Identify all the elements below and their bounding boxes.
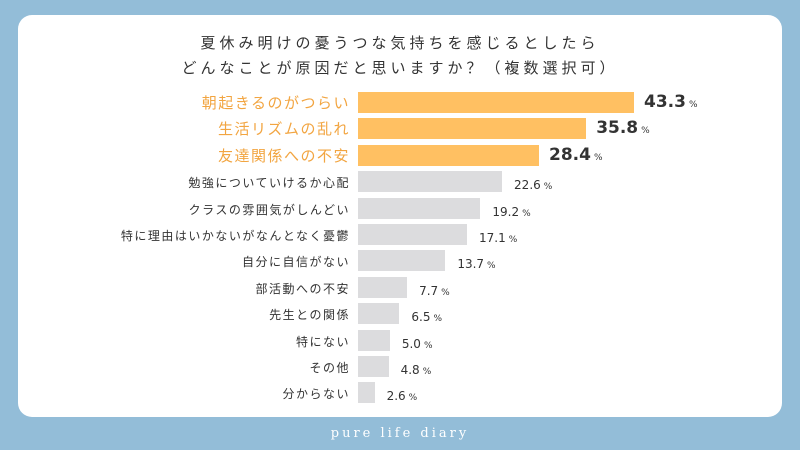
bar [358, 356, 389, 377]
value-number: 19.2 [492, 204, 520, 219]
category-label: クラスの雰囲気がしんどい [188, 202, 350, 217]
value-number: 28.4 [549, 144, 591, 165]
value-label: 5.0% [402, 333, 433, 352]
value-number: 5.0 [401, 336, 421, 351]
chart-title-line-1: 夏休み明けの憂うつな気持ちを感じるとしたら [200, 34, 600, 52]
value-label: 35.8% [596, 118, 650, 138]
value-number: 6.5 [411, 310, 431, 325]
footer-brand: pure life diary [330, 426, 470, 441]
value-unit: % [593, 152, 603, 163]
category-label: 生活リズムの乱れ [217, 120, 350, 139]
category-label: 特に理由はいかないがなんとなく憂鬱 [120, 229, 350, 243]
value-label: 43.3% [644, 92, 698, 112]
value-unit: % [422, 367, 432, 377]
category-label: 友達関係への不安 [217, 146, 350, 165]
bar [358, 329, 390, 351]
value-label: 13.7% [457, 253, 495, 272]
value-label: 2.6% [387, 385, 418, 404]
bar [358, 144, 540, 166]
category-label: 自分に自信がない [241, 255, 350, 270]
value-label: 19.2% [492, 201, 530, 220]
value-label: 4.8% [401, 359, 432, 378]
value-unit: % [487, 261, 496, 272]
value-unit: % [641, 126, 650, 137]
value-unit: % [522, 208, 531, 219]
bar [358, 250, 446, 272]
bar [358, 118, 587, 140]
value-unit: % [423, 340, 433, 351]
bar [358, 276, 408, 298]
bar [358, 303, 400, 325]
value-unit: % [688, 100, 698, 110]
value-label: 6.5% [411, 306, 442, 325]
value-number: 43.3 [644, 92, 686, 112]
category-label: 先生との関係 [269, 308, 350, 323]
value-unit: % [433, 314, 443, 325]
bar [358, 382, 375, 404]
chart-title-line-2: どんなことが原因だと思いますか？（複数選択可） [181, 59, 619, 77]
value-label: 17.1% [479, 227, 517, 246]
category-label: 部活動への不安 [255, 281, 350, 296]
bar [358, 92, 634, 113]
category-label: 勉強についていけるか心配 [188, 176, 350, 191]
category-label: 分からない [282, 387, 350, 402]
value-number: 17.1 [478, 231, 506, 245]
value-label: 22.6% [514, 174, 552, 193]
category-label: 特にない [295, 334, 350, 349]
value-number: 35.8 [596, 118, 639, 139]
value-unit: % [441, 287, 450, 298]
value-unit: % [508, 235, 518, 245]
value-number: 7.7 [419, 283, 439, 298]
category-label: 朝起きるのがつらい [201, 94, 350, 112]
bar [358, 171, 503, 193]
value-unit: % [543, 182, 553, 193]
value-number: 13.7 [457, 257, 485, 272]
value-number: 22.6 [514, 178, 541, 193]
value-number: 4.8 [400, 363, 420, 377]
bar [358, 197, 481, 219]
value-number: 2.6 [386, 389, 406, 404]
value-label: 7.7% [419, 280, 450, 299]
value-unit: % [408, 393, 418, 404]
bar [358, 224, 467, 245]
value-label: 28.4% [549, 145, 603, 165]
category-label: その他 [309, 361, 350, 375]
